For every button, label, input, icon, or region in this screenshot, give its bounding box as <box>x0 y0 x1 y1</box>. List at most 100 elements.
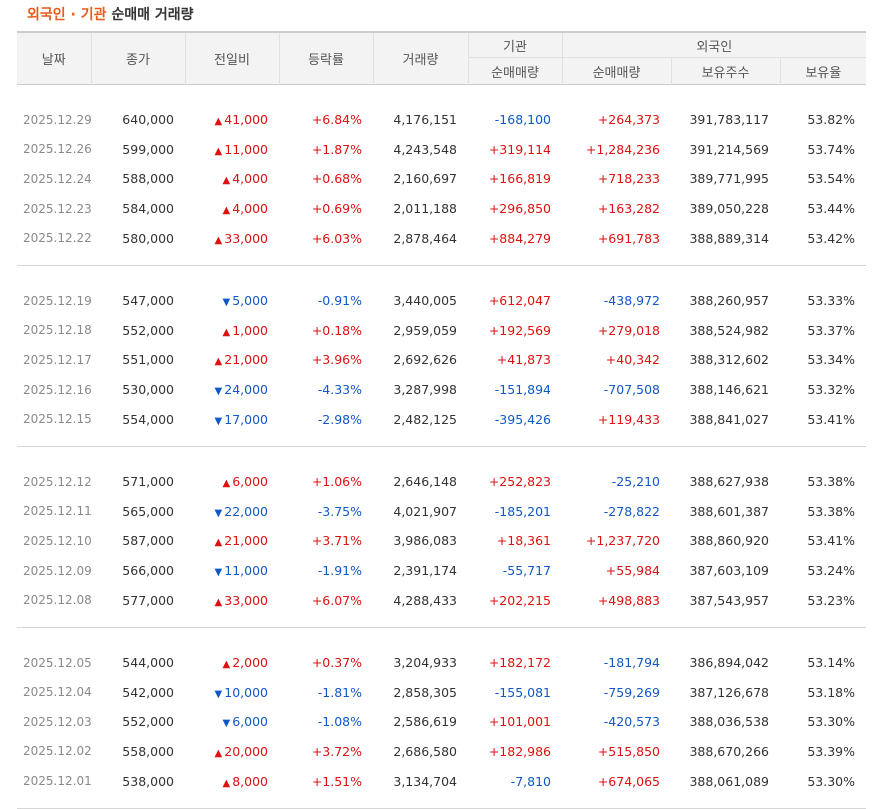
cell-foreign-shares: 388,146,621 <box>689 382 769 398</box>
cell-change: ▲ 21,000 <box>185 526 279 556</box>
cell-change: ▼ 10,000 <box>185 678 279 708</box>
cell-volume: 3,134,704 <box>393 773 457 789</box>
cell-foreign-ratio: 53.14% <box>807 655 856 671</box>
cell-close: 599,000 <box>122 141 174 157</box>
cell-inst-net: -7,810 <box>510 773 551 789</box>
table-row: 2025.12.15 554,000 ▼ 17,000 -2.98% 2,482,125 -… <box>17 404 866 434</box>
change-value: 11,000 <box>224 563 268 579</box>
cell-volume: 3,204,933 <box>393 655 457 671</box>
cell-date: 2025.12.01 <box>23 774 92 789</box>
cell-rate: -0.91% <box>317 293 362 309</box>
cell-foreign-net: +279,018 <box>597 322 660 338</box>
table-row: 2025.12.16 530,000 ▼ 24,000 -4.33% 3,287,998 -… <box>17 375 866 405</box>
cell-inst-net: +41,873 <box>496 352 551 368</box>
cell-foreign-shares: 386,894,042 <box>689 655 769 671</box>
header-change: 전일비 <box>185 32 280 85</box>
table-row: 2025.12.08 577,000 ▲ 33,000 +6.07% 4,288,433 +… <box>17 585 866 615</box>
cell-volume: 2,482,125 <box>393 411 457 427</box>
group-divider <box>17 446 867 447</box>
up-arrow-icon: ▲ <box>214 145 223 157</box>
cell-foreign-ratio: 53.39% <box>807 743 856 759</box>
cell-rate: +3.96% <box>311 352 362 368</box>
cell-volume: 2,160,697 <box>393 171 457 187</box>
cell-foreign-shares: 388,841,027 <box>689 411 769 427</box>
table-row: 2025.12.05 544,000 ▲ 2,000 +0.37% 3,204,933 +1… <box>17 648 866 678</box>
cell-volume: 2,646,148 <box>393 474 457 490</box>
cell-change: ▲ 2,000 <box>185 648 279 678</box>
cell-inst-net: -151,894 <box>494 382 551 398</box>
up-arrow-icon: ▲ <box>222 205 231 217</box>
change-value: 6,000 <box>232 714 268 730</box>
change-value: 11,000 <box>224 141 268 157</box>
group-spacer <box>17 447 866 467</box>
cell-foreign-shares: 389,050,228 <box>689 201 769 217</box>
cell-foreign-shares: 387,126,678 <box>689 684 769 700</box>
cell-date: 2025.12.18 <box>23 323 92 338</box>
cell-volume: 2,391,174 <box>393 563 457 579</box>
cell-volume: 4,243,548 <box>393 141 457 157</box>
cell-foreign-net: +119,433 <box>597 411 660 427</box>
cell-foreign-shares: 388,670,266 <box>689 743 769 759</box>
cell-foreign-shares: 387,543,957 <box>689 592 769 608</box>
change-value: 33,000 <box>224 230 268 246</box>
cell-date: 2025.12.15 <box>23 412 92 427</box>
cell-inst-net: +182,986 <box>488 743 551 759</box>
cell-foreign-ratio: 53.74% <box>807 141 856 157</box>
cell-inst-net: +319,114 <box>488 141 551 157</box>
up-arrow-icon: ▲ <box>214 116 223 128</box>
table-row: 2025.12.24 588,000 ▲ 4,000 +0.68% 2,160,697 +1… <box>17 164 866 194</box>
group-spacer <box>17 628 866 648</box>
up-arrow-icon: ▲ <box>214 747 223 759</box>
group-spacer <box>17 85 866 106</box>
cell-date: 2025.12.02 <box>23 744 92 759</box>
cell-date: 2025.12.09 <box>23 563 92 578</box>
cell-rate: +0.18% <box>311 322 362 338</box>
change-value: 24,000 <box>224 382 268 398</box>
cell-foreign-net: -25,210 <box>611 474 660 490</box>
up-arrow-icon: ▲ <box>214 596 223 608</box>
cell-foreign-shares: 387,603,109 <box>689 563 769 579</box>
cell-change: ▲ 6,000 <box>185 467 279 497</box>
cell-volume: 2,878,464 <box>393 230 457 246</box>
cell-rate: +0.37% <box>311 655 362 671</box>
cell-inst-net: +192,569 <box>488 322 551 338</box>
cell-foreign-net: -438,972 <box>603 293 660 309</box>
up-arrow-icon: ▲ <box>222 326 231 338</box>
cell-close: 552,000 <box>122 714 174 730</box>
cell-close: 566,000 <box>122 563 174 579</box>
up-arrow-icon: ▲ <box>222 478 231 490</box>
cell-inst-net: +612,047 <box>488 293 551 309</box>
change-value: 1,000 <box>232 322 268 338</box>
cell-change: ▼ 6,000 <box>185 707 279 737</box>
down-arrow-icon: ▼ <box>214 415 223 427</box>
cell-rate: +0.69% <box>311 201 362 217</box>
cell-foreign-ratio: 53.42% <box>807 230 856 246</box>
table-row: 2025.12.29 640,000 ▲ 41,000 +6.84% 4,176,151 -… <box>17 105 866 135</box>
down-arrow-icon: ▼ <box>214 507 223 519</box>
cell-rate: -3.75% <box>317 503 362 519</box>
header-inst-net: 순매매량 <box>468 57 563 85</box>
cell-date: 2025.12.23 <box>23 201 92 216</box>
cell-inst-net: -155,081 <box>494 684 551 700</box>
cell-inst-net: +18,361 <box>496 533 551 549</box>
cell-rate: -1.91% <box>317 563 362 579</box>
change-value: 4,000 <box>232 171 268 187</box>
up-arrow-icon: ▲ <box>222 659 231 671</box>
change-value: 17,000 <box>224 411 268 427</box>
table-row: 2025.12.04 542,000 ▼ 10,000 -1.81% 2,858,305 -… <box>17 678 866 708</box>
cell-close: 571,000 <box>122 474 174 490</box>
cell-foreign-shares: 391,783,117 <box>689 112 769 128</box>
cell-close: 558,000 <box>122 743 174 759</box>
cell-date: 2025.12.12 <box>23 474 92 489</box>
cell-change: ▲ 41,000 <box>185 105 279 135</box>
cell-date: 2025.12.03 <box>23 714 92 729</box>
cell-foreign-net: +163,282 <box>597 201 660 217</box>
cell-foreign-shares: 388,601,387 <box>689 503 769 519</box>
cell-foreign-ratio: 53.18% <box>807 684 856 700</box>
cell-foreign-ratio: 53.38% <box>807 474 856 490</box>
group-spacer <box>17 266 866 286</box>
cell-change: ▲ 8,000 <box>185 766 279 796</box>
cell-close: 565,000 <box>122 503 174 519</box>
down-arrow-icon: ▼ <box>222 718 231 730</box>
cell-volume: 4,021,907 <box>393 503 457 519</box>
